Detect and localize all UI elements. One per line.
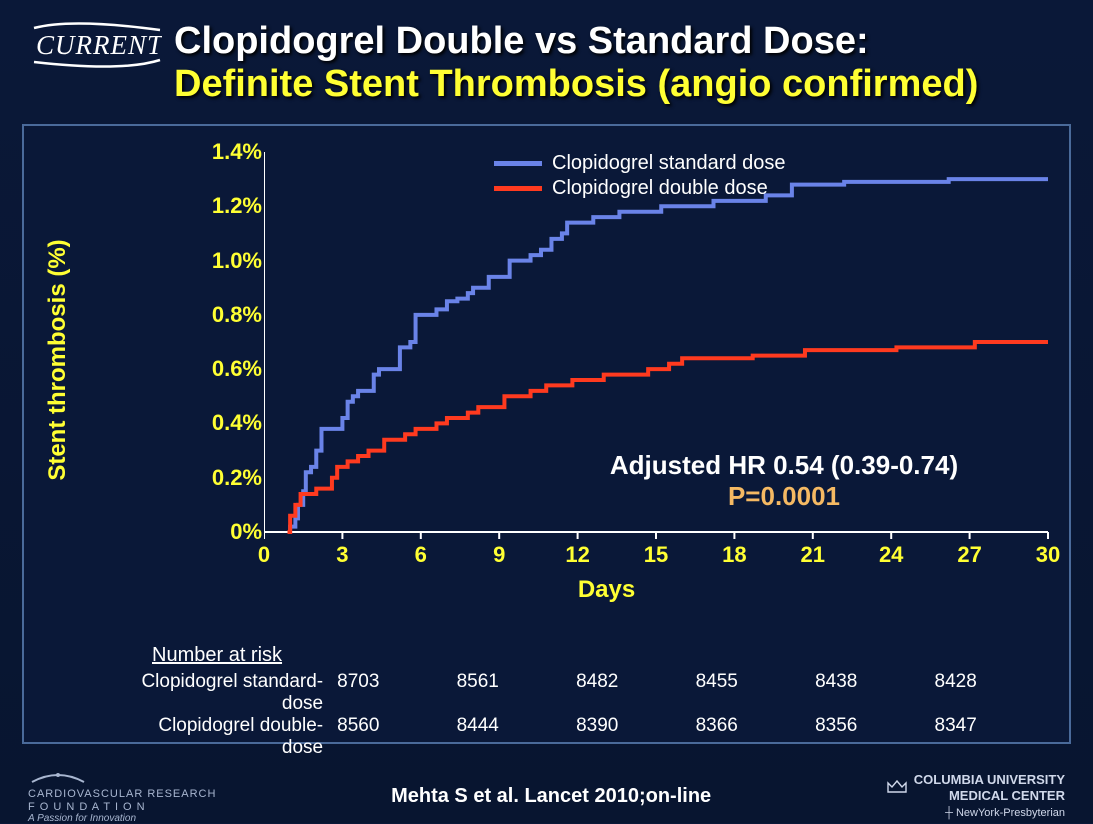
title-block: Clopidogrel Double vs Standard Dose: Def… bbox=[174, 20, 1063, 106]
legend-label: Clopidogrel standard dose bbox=[552, 152, 786, 175]
chart-annotation: Adjusted HR 0.54 (0.39-0.74) P=0.0001 bbox=[524, 450, 1044, 512]
annotation-p: P=0.0001 bbox=[524, 481, 1044, 512]
risk-cell: 8561 bbox=[457, 671, 576, 715]
number-at-risk: Number at risk Clopidogrel standard-dose… bbox=[124, 644, 1049, 759]
risk-cell: 8444 bbox=[457, 715, 576, 759]
risk-row: Clopidogrel standard-dose870385618482845… bbox=[124, 671, 1054, 715]
footer-cu-1: COLUMBIA UNIVERSITY bbox=[914, 772, 1065, 787]
risk-row-label: Clopidogrel double-dose bbox=[124, 715, 337, 759]
crown-icon bbox=[886, 778, 908, 798]
footer-left-logo: CARDIOVASCULAR RESEARCH F O U N D A T I … bbox=[28, 768, 216, 823]
legend-label: Clopidogrel double dose bbox=[552, 177, 768, 200]
risk-cell: 8560 bbox=[337, 715, 456, 759]
slide-header: CURRENT Clopidogrel Double vs Standard D… bbox=[0, 0, 1093, 116]
title-line-2: Definite Stent Thrombosis (angio confirm… bbox=[174, 63, 1063, 106]
footer-nyp: ┼ NewYork-Presbyterian bbox=[886, 807, 1065, 820]
risk-row-label: Clopidogrel standard-dose bbox=[124, 671, 337, 715]
legend-swatch bbox=[494, 161, 542, 166]
risk-cell: 8482 bbox=[576, 671, 695, 715]
slide-footer: CARDIOVASCULAR RESEARCH F O U N D A T I … bbox=[0, 769, 1093, 823]
risk-cell: 8347 bbox=[935, 715, 1054, 759]
footer-citation: Mehta S et al. Lancet 2010;on-line bbox=[391, 785, 711, 808]
chart-frame: Stent thrombosis (%) 0% 0.2% 0.4% 0.6% 0.8% 1… bbox=[22, 124, 1071, 744]
title-line-1: Clopidogrel Double vs Standard Dose: bbox=[174, 20, 1063, 63]
risk-row: Clopidogrel double-dose85608444839083668… bbox=[124, 715, 1054, 759]
risk-cell: 8366 bbox=[696, 715, 815, 759]
footer-org-2: F O U N D A T I O N bbox=[28, 801, 216, 813]
current-logo: CURRENT bbox=[30, 14, 164, 76]
footer-cu-2: MEDICAL CENTER bbox=[949, 788, 1065, 803]
y-tick-label: 1.0% bbox=[184, 248, 262, 274]
legend-item: Clopidogrel standard dose bbox=[494, 152, 786, 175]
y-axis-label: Stent thrombosis (%) bbox=[44, 239, 72, 480]
chart-area: Stent thrombosis (%) 0%0.2%0.4%0.6%0.8%1… bbox=[104, 140, 1049, 580]
x-axis-label: Days bbox=[164, 576, 1049, 604]
footer-org-1: CARDIOVASCULAR RESEARCH bbox=[28, 788, 216, 800]
annotation-hr: Adjusted HR 0.54 (0.39-0.74) bbox=[524, 450, 1044, 481]
risk-cell: 8703 bbox=[337, 671, 456, 715]
y-tick-label: 0.8% bbox=[184, 302, 262, 328]
risk-title: Number at risk bbox=[152, 644, 1049, 667]
risk-cell: 8455 bbox=[696, 671, 815, 715]
svg-text:CURRENT: CURRENT bbox=[36, 30, 162, 60]
y-tick-label: 1.2% bbox=[184, 193, 262, 219]
footer-right-logo: COLUMBIA UNIVERSITY MEDICAL CENTER ┼ New… bbox=[886, 772, 1065, 820]
y-tick-label: 0.4% bbox=[184, 410, 262, 436]
chart-legend: Clopidogrel standard doseClopidogrel dou… bbox=[494, 152, 786, 202]
risk-cell: 8428 bbox=[935, 671, 1054, 715]
y-ticks: 0%0.2%0.4%0.6%0.8%1.0%1.2%1.4% bbox=[184, 152, 262, 532]
y-tick-label: 1.4% bbox=[184, 139, 262, 165]
footer-tagline: A Passion for Innovation bbox=[28, 813, 216, 824]
legend-swatch bbox=[494, 186, 542, 191]
y-tick-label: 0.2% bbox=[184, 465, 262, 491]
legend-item: Clopidogrel double dose bbox=[494, 177, 786, 200]
risk-cell: 8390 bbox=[576, 715, 695, 759]
risk-cell: 8438 bbox=[815, 671, 934, 715]
y-tick-label: 0.6% bbox=[184, 356, 262, 382]
y-tick-label: 0% bbox=[184, 519, 262, 545]
risk-cell: 8356 bbox=[815, 715, 934, 759]
risk-table: Clopidogrel standard-dose870385618482845… bbox=[124, 671, 1054, 759]
